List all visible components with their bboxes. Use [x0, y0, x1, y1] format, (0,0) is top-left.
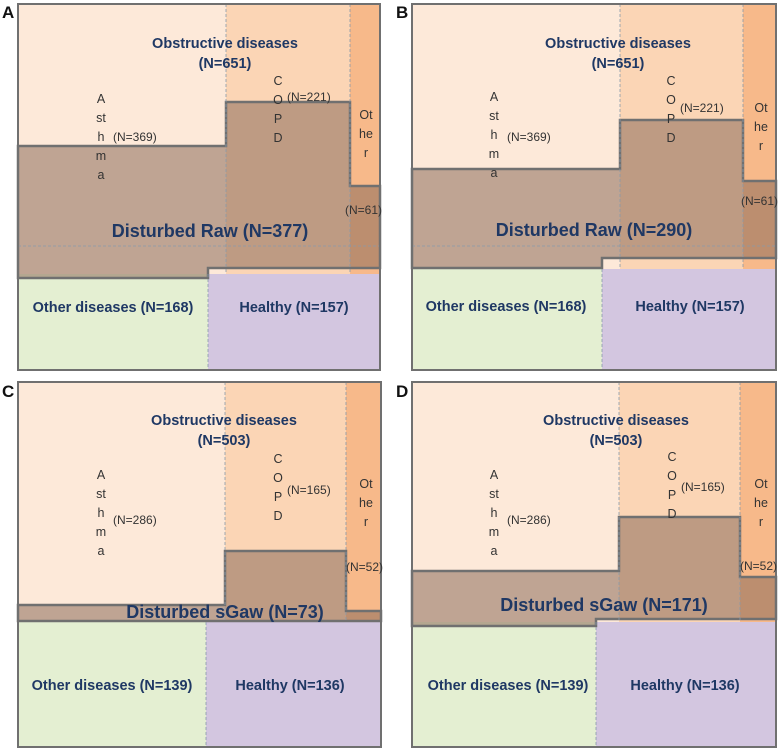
panel-letter: A	[2, 3, 15, 22]
other-label: Other	[359, 108, 373, 160]
other-diseases-region	[412, 622, 596, 747]
panel-a: A Obstructive diseases (N=651) Asthma (N…	[0, 0, 390, 375]
copd-count: (N=165)	[681, 480, 725, 494]
asthma-region	[18, 382, 225, 622]
other-count: (N=61)	[345, 203, 383, 217]
disturbed-label: Disturbed sGaw (N=73)	[126, 602, 324, 622]
copd-label: COPD	[667, 450, 677, 521]
other-diseases-label: Other diseases (N=168)	[425, 299, 587, 315]
copd-count: (N=221)	[287, 90, 331, 104]
panel-border	[17, 381, 382, 748]
panel-border	[411, 381, 777, 748]
copd-count: (N=165)	[287, 483, 331, 497]
other-diseases-label: Other diseases (N=139)	[31, 678, 193, 694]
panel-border	[17, 3, 381, 371]
disturbed-label: Disturbed Raw (N=377)	[111, 221, 309, 241]
other-diseases-label: Other diseases (N=139)	[427, 678, 589, 694]
panel-b: B Obstructive diseases (N=651) Asthma (N…	[390, 0, 778, 375]
healthy-region	[208, 274, 380, 370]
obstructive-label: Obstructive diseases	[543, 413, 689, 429]
other-label: Other	[359, 477, 373, 529]
healthy-region	[596, 622, 776, 747]
other-count: (N=52)	[346, 560, 384, 574]
other-diseases-region	[18, 622, 206, 747]
other-count: (N=52)	[740, 559, 778, 573]
panel-d-diagram	[410, 381, 778, 748]
asthma-count: (N=369)	[507, 130, 551, 144]
copd-count: (N=221)	[680, 101, 724, 115]
asthma-label: Asthma	[488, 90, 500, 180]
healthy-label: Healthy (N=157)	[239, 300, 349, 316]
obstructive-count: (N=651)	[591, 56, 645, 72]
other-label: Other	[754, 101, 768, 153]
other-diseases-region	[412, 269, 602, 370]
healthy-label: Healthy (N=157)	[635, 299, 745, 315]
obstructive-label: Obstructive diseases	[151, 413, 297, 429]
healthy-label: Healthy (N=136)	[630, 678, 740, 694]
other-region	[346, 382, 381, 622]
panel-c-diagram	[16, 381, 383, 748]
asthma-count: (N=286)	[113, 513, 157, 527]
copd-label: COPD	[273, 452, 283, 523]
other-diseases-region	[18, 274, 208, 370]
panel-a-diagram	[16, 3, 382, 371]
healthy-label: Healthy (N=136)	[235, 678, 345, 694]
obstructive-label: Obstructive diseases	[545, 36, 691, 52]
panel-letter: B	[396, 3, 409, 22]
panel-b-diagram	[410, 3, 778, 371]
asthma-label: Asthma	[488, 468, 500, 558]
copd-label: COPD	[273, 74, 283, 145]
asthma-label: Asthma	[95, 92, 107, 182]
panel-c: C Obstructive diseases (N=503) Asthma (N…	[0, 376, 390, 751]
obstructive-label: Obstructive diseases	[152, 36, 298, 52]
panel-d: D Obstructive diseases (N=503) Asthma (N…	[390, 376, 778, 751]
healthy-region	[206, 622, 381, 747]
other-count: (N=61)	[741, 194, 778, 208]
obstructive-count: (N=503)	[589, 433, 643, 449]
disturbed-label: Disturbed sGaw (N=171)	[500, 595, 708, 615]
obstructive-count: (N=503)	[197, 433, 251, 449]
obstructive-count: (N=651)	[198, 56, 252, 72]
asthma-count: (N=369)	[113, 130, 157, 144]
disturbed-label: Disturbed Raw (N=290)	[495, 220, 693, 240]
healthy-region	[602, 269, 776, 370]
panel-letter: C	[2, 382, 15, 401]
other-diseases-label: Other diseases (N=168)	[32, 300, 194, 316]
other-label: Other	[754, 477, 768, 529]
asthma-label: Asthma	[95, 468, 107, 558]
panel-letter: D	[396, 382, 409, 401]
asthma-count: (N=286)	[507, 513, 551, 527]
copd-label: COPD	[666, 74, 676, 145]
panel-border	[411, 3, 777, 371]
